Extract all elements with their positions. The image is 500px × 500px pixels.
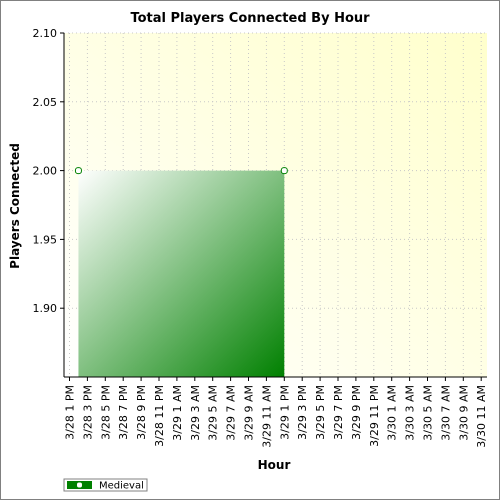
data-point [280, 167, 288, 175]
x-tick-label: 3/30 5 AM [422, 385, 435, 441]
x-tick-label: 3/28 7 PM [117, 385, 130, 440]
x-tick-label: 3/29 7 AM [225, 385, 238, 441]
x-tick-label: 3/28 9 PM [135, 385, 148, 440]
x-tick-label: 3/29 11 PM [368, 385, 381, 447]
legend: Medieval [63, 478, 148, 492]
series-area-medieval [78, 170, 285, 377]
axes: 1.90 1.95 2.00 2.05 2.10 3/28 1 PM 3/28 3 PM 3/… [33, 27, 489, 448]
x-tick-label: 3/30 7 AM [439, 385, 452, 441]
x-tick-label: 3/29 9 PM [350, 385, 363, 440]
chart-title: Total Players Connected By Hour [130, 11, 370, 26]
y-tick-label: 1.90 [33, 302, 58, 315]
x-tick-label: 3/29 5 PM [314, 385, 327, 440]
x-tick-label: 3/28 11 PM [153, 385, 166, 447]
x-tick-label: 3/30 11 AM [475, 385, 488, 448]
x-tick-label: 3/30 3 AM [404, 385, 417, 441]
x-tick-label: 3/29 3 AM [189, 385, 202, 441]
x-tick-label: 3/29 1 AM [171, 385, 184, 441]
y-tick-label: 2.00 [33, 165, 58, 178]
legend-label: Medieval [99, 481, 144, 492]
x-tick-label: 3/30 1 AM [386, 385, 399, 441]
data-point [74, 167, 82, 175]
x-tick-label: 3/29 7 PM [332, 385, 345, 440]
y-axis-title: Players Connected [8, 143, 22, 269]
y-tick-label: 2.10 [33, 27, 58, 40]
y-tick-label: 1.95 [33, 233, 58, 246]
x-tick-label: 3/29 1 PM [278, 385, 291, 440]
x-tick-label: 3/28 3 PM [81, 385, 94, 440]
y-tick-label: 2.05 [33, 96, 58, 109]
legend-marker [76, 481, 83, 489]
x-tick-label: 3/29 3 PM [296, 385, 309, 440]
x-tick-label: 3/28 1 PM [64, 385, 77, 440]
x-tick-label: 3/28 5 PM [99, 385, 112, 440]
x-tick-label: 3/29 5 AM [207, 385, 220, 441]
series-layer [74, 167, 288, 377]
x-tick-label: 3/29 11 AM [260, 385, 273, 448]
x-axis-title: Hour [258, 458, 291, 472]
x-tick-label: 3/29 9 AM [243, 385, 256, 441]
x-tick-label: 3/30 9 AM [457, 385, 470, 441]
